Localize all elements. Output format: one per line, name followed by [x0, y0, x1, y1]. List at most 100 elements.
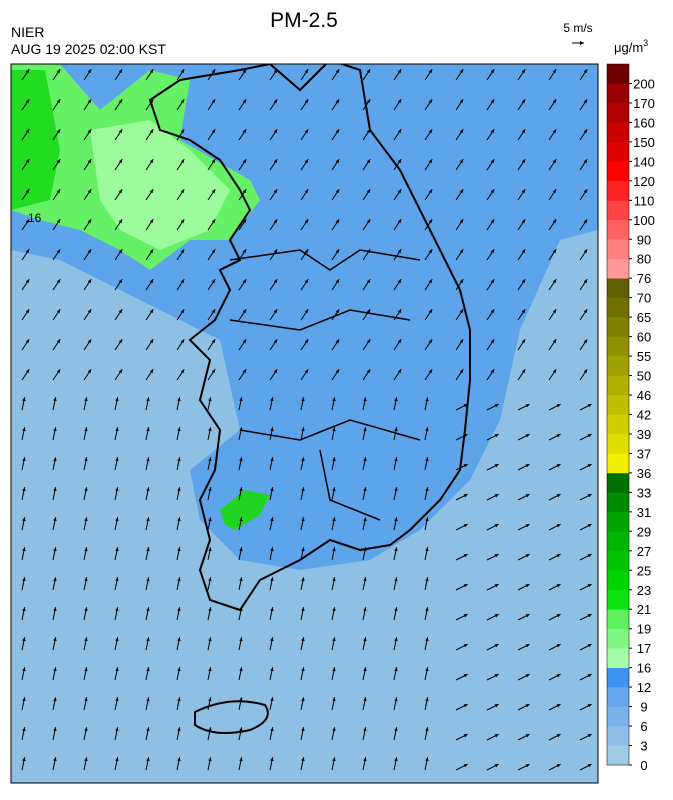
colorbar-label: 76: [637, 271, 651, 286]
wind-arrow-head: [366, 69, 371, 74]
colorbar-band: [607, 395, 629, 415]
wind-arrow-head: [56, 279, 61, 284]
colorbar-band: [607, 102, 629, 123]
colorbar-band: [607, 297, 629, 318]
wind-arrow-head: [115, 697, 119, 702]
wind-arrow-head: [463, 464, 468, 468]
wind-arrow-head: [304, 369, 309, 374]
wind-arrow-head: [587, 704, 592, 708]
wind-arrow-head: [87, 129, 92, 134]
wind-arrow-head: [301, 757, 305, 762]
wind-arrow-head: [84, 547, 88, 552]
wind-arrow-head: [459, 339, 464, 344]
wind-arrow-head: [363, 637, 367, 642]
wind-arrow-head: [332, 517, 336, 522]
colorbar-band: [607, 336, 629, 357]
wind-arrow-head: [463, 404, 468, 408]
title: PM-2.5: [270, 9, 338, 32]
wind-arrow-head: [463, 584, 468, 588]
wind-arrow-head: [394, 727, 398, 732]
wind-arrow-head: [208, 457, 212, 462]
wind-arrow-head: [208, 667, 212, 672]
wind-arrow-head: [428, 219, 433, 224]
wind-arrow-head: [304, 189, 309, 194]
wind-arrow-head: [56, 189, 61, 194]
wind-arrow-head: [25, 339, 30, 344]
wind-arrow-head: [56, 339, 61, 344]
unit-base: μg/m: [614, 40, 643, 55]
wind-arrow-head: [242, 99, 247, 104]
wind-arrow-head: [304, 69, 309, 74]
colorbar-label: 29: [637, 524, 651, 539]
wind-arrow-head: [211, 159, 216, 164]
wind-arrow-head: [490, 219, 495, 224]
wind-arrow-head: [239, 637, 243, 642]
wind-arrow-head: [84, 457, 88, 462]
wind-arrow-head: [363, 577, 367, 582]
wind-arrow-head: [394, 577, 398, 582]
wind-arrow-head: [149, 99, 154, 104]
wind-arrow-head: [394, 487, 398, 492]
wind-arrow-head: [242, 159, 247, 164]
colorbar-label: 37: [637, 446, 651, 461]
colorbar-band: [607, 609, 629, 629]
wind-arrow-head: [146, 637, 150, 642]
wind-arrow-head: [425, 637, 429, 642]
wind-arrow-head: [425, 697, 429, 702]
wind-arrow-head: [366, 309, 371, 314]
colorbar-band: [607, 531, 629, 552]
colorbar-band: [607, 414, 629, 435]
wind-arrow-head: [118, 69, 123, 74]
wind-arrow-head: [525, 434, 530, 438]
wind-arrows: [21, 68, 592, 771]
wind-arrow-head: [332, 727, 336, 732]
wind-arrow-head: [463, 554, 468, 558]
wind-arrow-head: [177, 697, 181, 702]
wind-arrow-head: [242, 369, 247, 374]
wind-arrow-head: [394, 667, 398, 672]
wind-arrow-head: [87, 369, 92, 374]
wind-arrow-head: [53, 727, 57, 732]
wind-arrow-head: [459, 369, 464, 374]
wind-arrow-head: [180, 339, 185, 344]
wind-arrow-head: [366, 159, 371, 164]
wind-arrow-head: [335, 129, 340, 134]
colorbar-label: 140: [633, 154, 655, 169]
wind-arrow-head: [84, 517, 88, 522]
wind-arrow-head: [22, 517, 26, 522]
colorbar-label: 90: [637, 232, 651, 247]
wind-arrow-head: [363, 667, 367, 672]
wind-arrow-head: [494, 554, 499, 558]
wind-arrow-head: [301, 427, 305, 432]
wind-arrow-head: [22, 577, 26, 582]
pm-area-light-green: [90, 120, 230, 250]
wind-arrow-head: [273, 339, 278, 344]
colorbar-band: [607, 161, 629, 182]
colorbar-label: 16: [637, 661, 651, 676]
wind-arrow-head: [270, 427, 274, 432]
wind-arrow-head: [270, 577, 274, 582]
wind-arrow-head: [115, 517, 119, 522]
wind-arrow-head: [149, 189, 154, 194]
wind-arrow-head: [270, 397, 274, 402]
wind-arrow-head: [146, 577, 150, 582]
wind-arrow-head: [270, 607, 274, 612]
wind-arrow-head: [463, 764, 468, 768]
coastline: [148, 64, 471, 612]
wind-arrow-head: [177, 457, 181, 462]
wind-arrow-head: [87, 219, 92, 224]
wind-arrow-head: [394, 607, 398, 612]
wind-arrow-head: [84, 607, 88, 612]
colorbar-label: 100: [633, 213, 655, 228]
wind-arrow-head: [525, 554, 530, 558]
wind-arrow-head: [53, 757, 57, 762]
wind-arrow-head: [583, 279, 588, 284]
wind-arrow-head: [270, 637, 274, 642]
colorbar-band: [607, 745, 629, 766]
wind-arrow-head: [587, 554, 592, 558]
wind-arrow-head: [301, 577, 305, 582]
wind-arrow-head: [494, 434, 499, 438]
wind-arrow-head: [521, 339, 526, 344]
wind-arrow-head: [490, 249, 495, 254]
